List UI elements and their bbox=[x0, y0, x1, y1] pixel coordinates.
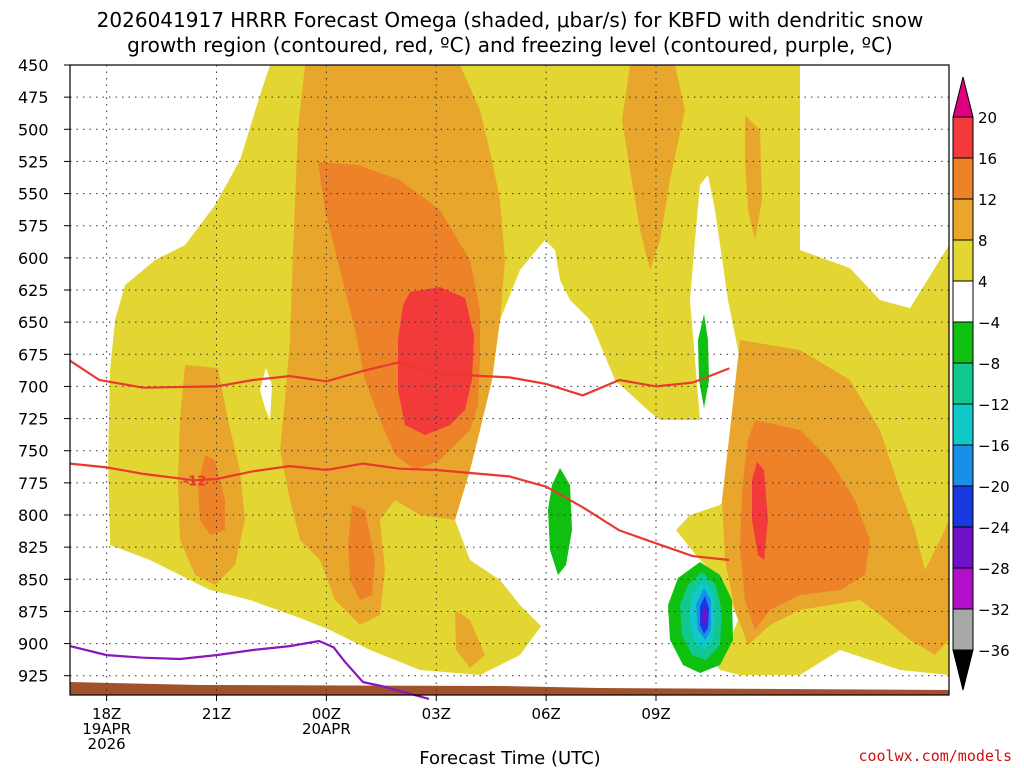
colorbar-label: 8 bbox=[978, 232, 988, 250]
colorbar-label: −12 bbox=[978, 396, 1010, 414]
colorbar-label: 4 bbox=[978, 273, 988, 291]
y-tick-label: 675 bbox=[18, 345, 49, 364]
x-axis-title: Forecast Time (UTC) bbox=[419, 748, 600, 768]
colorbar-bottom-triangle bbox=[952, 649, 974, 691]
colorbar-swatch bbox=[952, 362, 974, 405]
omega-gap bbox=[455, 175, 752, 660]
y-tick-label: 750 bbox=[18, 442, 49, 461]
x-tick-label: 03Z bbox=[422, 705, 451, 723]
omega-gap-left bbox=[70, 65, 270, 545]
colorbar: 20 16 12 8 4 −4 −8 −12 −16 −20 −24 −28 −32 −36 bbox=[952, 76, 1010, 691]
grid-lines bbox=[70, 64, 949, 695]
y-tick-label: 625 bbox=[18, 281, 49, 300]
omega-shading bbox=[70, 65, 949, 695]
x-tick-label: 21Z bbox=[202, 705, 231, 723]
terrain-strip bbox=[70, 682, 949, 695]
dgz-contour-line bbox=[69, 359, 730, 397]
colorbar-swatch bbox=[952, 239, 974, 282]
y-tick-label: 575 bbox=[18, 217, 49, 236]
chart-title-line-1: 2026041917 HRRR Forecast Omega (shaded, … bbox=[97, 8, 924, 32]
freezing-level-contour bbox=[69, 639, 430, 700]
omega-region-16-20-b bbox=[752, 462, 768, 560]
y-tick-label: 550 bbox=[18, 185, 49, 204]
colorbar-label: −28 bbox=[978, 560, 1010, 578]
y-tick-label: 925 bbox=[18, 667, 49, 686]
colorbar-swatch bbox=[952, 444, 974, 487]
x-tick-label: 09Z bbox=[641, 705, 670, 723]
omega-region-neg24-neg28 bbox=[702, 606, 707, 626]
x-tick-label: 19APR bbox=[82, 720, 131, 738]
y-tick-label: 475 bbox=[18, 88, 49, 107]
colorbar-swatch bbox=[952, 526, 974, 569]
colorbar-label: −36 bbox=[978, 642, 1010, 660]
colorbar-swatch bbox=[952, 567, 974, 610]
omega-region-12-16-d bbox=[740, 420, 870, 630]
colorbar-swatch bbox=[952, 116, 974, 159]
colorbar-label: 16 bbox=[978, 150, 997, 168]
omega-gap-small bbox=[260, 368, 272, 420]
y-tick-label: 450 bbox=[18, 56, 49, 75]
colorbar-top-triangle bbox=[952, 76, 974, 118]
colorbar-swatch bbox=[952, 321, 974, 364]
omega-region-neg4-neg8-b bbox=[698, 314, 709, 408]
omega-region-12-16-c bbox=[198, 455, 225, 535]
colorbar-label: −32 bbox=[978, 601, 1010, 619]
omega-region-16-20-a bbox=[398, 287, 474, 435]
y-tick-label: 900 bbox=[18, 635, 49, 654]
dgz-contour-line bbox=[69, 462, 730, 562]
x-tick-label: 06Z bbox=[531, 705, 560, 723]
contour-label: -12 bbox=[183, 474, 207, 489]
y-tick-label: 600 bbox=[18, 249, 49, 268]
colorbar-label: −24 bbox=[978, 519, 1010, 537]
colorbar-label: −4 bbox=[978, 314, 1000, 332]
omega-gap-right bbox=[800, 65, 949, 308]
y-tick-label: 700 bbox=[18, 377, 49, 396]
colorbar-swatch bbox=[952, 198, 974, 241]
colorbar-label: −20 bbox=[978, 478, 1010, 496]
colorbar-swatch bbox=[952, 485, 974, 528]
omega-region-12-16-b bbox=[348, 505, 375, 600]
x-tick-label: 18Z bbox=[92, 705, 121, 723]
omega-region-neg4-neg8-a bbox=[548, 468, 572, 575]
omega-gap-bottom-right bbox=[800, 660, 949, 695]
omega-region-8-12-c bbox=[622, 65, 685, 270]
chart-title-line-2: growth region (contoured, red, ºC) and f… bbox=[127, 33, 893, 57]
omega-region-8-12-f bbox=[455, 610, 485, 668]
colorbar-label: 20 bbox=[978, 109, 997, 127]
colorbar-swatch bbox=[952, 608, 974, 651]
colorbar-label: −16 bbox=[978, 437, 1010, 455]
y-tick-label: 800 bbox=[18, 506, 49, 525]
y-tick-label: 825 bbox=[18, 538, 49, 557]
colorbar-label: 12 bbox=[978, 191, 997, 209]
colorbar-swatch bbox=[952, 157, 974, 200]
y-tick-label: 525 bbox=[18, 152, 49, 171]
omega-region-8-12-d bbox=[745, 115, 762, 240]
colorbar-swatch bbox=[952, 403, 974, 446]
temperature-contours: -12 bbox=[69, 359, 730, 700]
y-tick-label: 850 bbox=[18, 570, 49, 589]
x-tick-label: 20APR bbox=[302, 720, 351, 738]
x-tick-label: 2026 bbox=[88, 735, 126, 753]
y-tick-label: 650 bbox=[18, 313, 49, 332]
credit-text: coolwx.com/models bbox=[858, 747, 1012, 765]
y-tick-label: 500 bbox=[18, 120, 49, 139]
colorbar-swatch bbox=[952, 280, 974, 323]
x-tick-label: 00Z bbox=[312, 705, 341, 723]
y-tick-label: 875 bbox=[18, 602, 49, 621]
y-tick-label: 725 bbox=[18, 410, 49, 429]
y-tick-label: 775 bbox=[18, 474, 49, 493]
plot-frame bbox=[69, 64, 950, 696]
colorbar-label: −8 bbox=[978, 355, 1000, 373]
y-axis: 450 475 500 525 550 575 600 625 650 675 700 725 750 7… bbox=[18, 56, 70, 686]
